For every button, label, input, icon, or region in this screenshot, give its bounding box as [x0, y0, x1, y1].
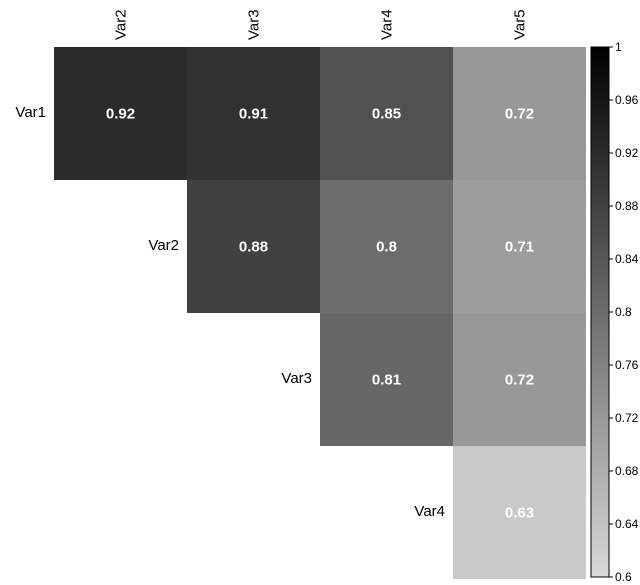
heatmap-cell — [320, 180, 453, 313]
colorbar-tick-label: 0.84 — [615, 252, 639, 266]
row-label: Var3 — [281, 370, 312, 387]
colorbar-tick-label: 0.6 — [615, 570, 632, 584]
colorbar: 0.6 0.64 0.68 0.72 0.76 0.8 0.84 0.88 0.92 0.96 1 — [590, 40, 639, 584]
colorbar-tick-label: 0.76 — [615, 358, 639, 372]
heatmap-cell — [453, 180, 586, 313]
row-labels: Var1 Var2 Var3 Var4 — [15, 104, 445, 520]
cell-value-label: 0.92 — [106, 106, 135, 123]
cell-value-label: 0.88 — [239, 239, 268, 256]
colorbar-tick-label: 0.8 — [615, 305, 632, 319]
row-label: Var2 — [148, 237, 179, 254]
heatmap-cell — [453, 47, 586, 180]
column-labels: Var2 Var3 Var4 Var5 — [113, 9, 529, 40]
column-label: Var5 — [512, 9, 529, 40]
row-label: Var4 — [414, 503, 445, 520]
heatmap-cell — [187, 180, 320, 313]
cell-value-label: 0.72 — [505, 106, 534, 123]
cell-value-label: 0.91 — [239, 106, 268, 123]
heatmap-cell — [453, 446, 586, 579]
column-label: Var2 — [113, 9, 130, 40]
cell-value-label: 0.63 — [505, 505, 534, 522]
colorbar-tick-label: 0.72 — [615, 411, 639, 425]
heatmap-cell — [320, 313, 453, 446]
cell-value-label: 0.72 — [505, 372, 534, 389]
heatmap-cell — [453, 313, 586, 446]
colorbar-tick-label: 0.68 — [615, 464, 639, 478]
column-label: Var3 — [246, 9, 263, 40]
column-label: Var4 — [379, 9, 396, 40]
heatmap-cells: 0.92 0.91 0.85 0.72 0.88 0.8 0.71 0.81 0.72 0.63 — [54, 47, 586, 579]
colorbar-tick-label: 0.92 — [615, 146, 639, 160]
cell-value-label: 0.81 — [372, 372, 401, 389]
colorbar-tick-label: 0.64 — [615, 517, 639, 531]
cell-value-label: 0.71 — [505, 239, 534, 256]
row-label: Var1 — [15, 104, 46, 121]
cell-value-label: 0.8 — [376, 239, 397, 256]
colorbar-tick-label: 1 — [615, 40, 622, 54]
heatmap-cell — [187, 47, 320, 180]
heatmap-cell — [54, 47, 187, 180]
heatmap-cell — [320, 47, 453, 180]
colorbar-tick-label: 0.96 — [615, 93, 639, 107]
cell-value-label: 0.85 — [372, 106, 401, 123]
colorbar-tick-label: 0.88 — [615, 199, 639, 213]
colorbar-gradient — [590, 46, 610, 578]
